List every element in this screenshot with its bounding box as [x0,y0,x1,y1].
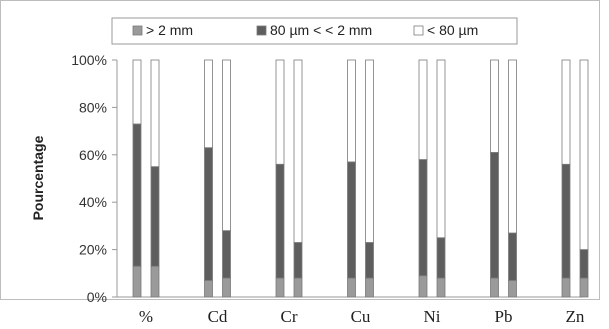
x-tick-label: Cu [351,307,371,326]
bar-segment [365,242,374,279]
bar-segment [365,59,374,243]
bar-segment [561,163,571,279]
bar-segment [418,275,428,298]
bar-segment [508,59,517,234]
bar-segment [561,277,571,298]
bar-segment [132,123,142,267]
y-tick-label: 20% [79,242,107,258]
bar-segment [436,59,446,239]
y-tick-label: 100% [71,52,107,68]
bar-segment [150,265,160,298]
bar-segment [222,277,231,298]
x-tick-label: Ni [424,307,441,326]
legend-swatch [413,25,424,36]
legend-label: < 80 µm [427,22,478,38]
y-tick-label: 40% [79,194,107,210]
bar-segment [347,277,356,298]
x-tick-label: % [139,307,153,326]
bar-segment [150,166,160,267]
bar-segment [293,242,303,279]
x-tick-label: Zn [566,307,585,326]
legend: > 2 mm 80 µm < < 2 mm < 80 µm [111,17,518,45]
x-tick-label: Pb [495,307,513,326]
bar-segment [436,237,446,279]
bar-segment [293,277,303,298]
bar-segment [347,59,356,163]
y-tick-label: 0% [87,289,107,305]
y-tick-label: 60% [79,147,107,163]
legend-swatch [132,25,143,36]
legend-label: 80 µm < < 2 mm [270,22,372,38]
legend-box [111,17,518,45]
bar-segment [132,265,142,298]
legend-swatch [256,25,267,36]
bar-segment [347,161,356,279]
bar-segment [579,59,589,251]
bar-segment [490,59,499,153]
bar-segment [275,163,285,279]
bar-segment [579,249,589,279]
y-axis-label: Pourcentage [30,135,46,220]
bar-segment [204,59,213,149]
bar-segment [132,59,142,125]
y-tick-label: 80% [79,99,107,115]
x-tick-label: Cd [208,307,228,326]
bar-segment [222,230,231,279]
bar-segment [222,59,231,232]
bar-segment [150,59,160,168]
bar-segment [508,280,517,298]
bar-segment [579,277,589,298]
bar-segment [293,59,303,243]
bar-segment [418,159,428,277]
bar-segment [508,232,517,281]
bar-segment [204,280,213,298]
bar-segment [490,277,499,298]
legend-label: > 2 mm [146,22,193,38]
bar-segment [275,277,285,298]
x-tick-label: Cr [281,307,298,326]
bar-segment [436,277,446,298]
bar-segment [490,152,499,279]
bar-segment [418,59,428,160]
bar-segment [561,59,571,165]
bar-segment [204,147,213,281]
bar-segment [365,277,374,298]
bar-segment [275,59,285,165]
